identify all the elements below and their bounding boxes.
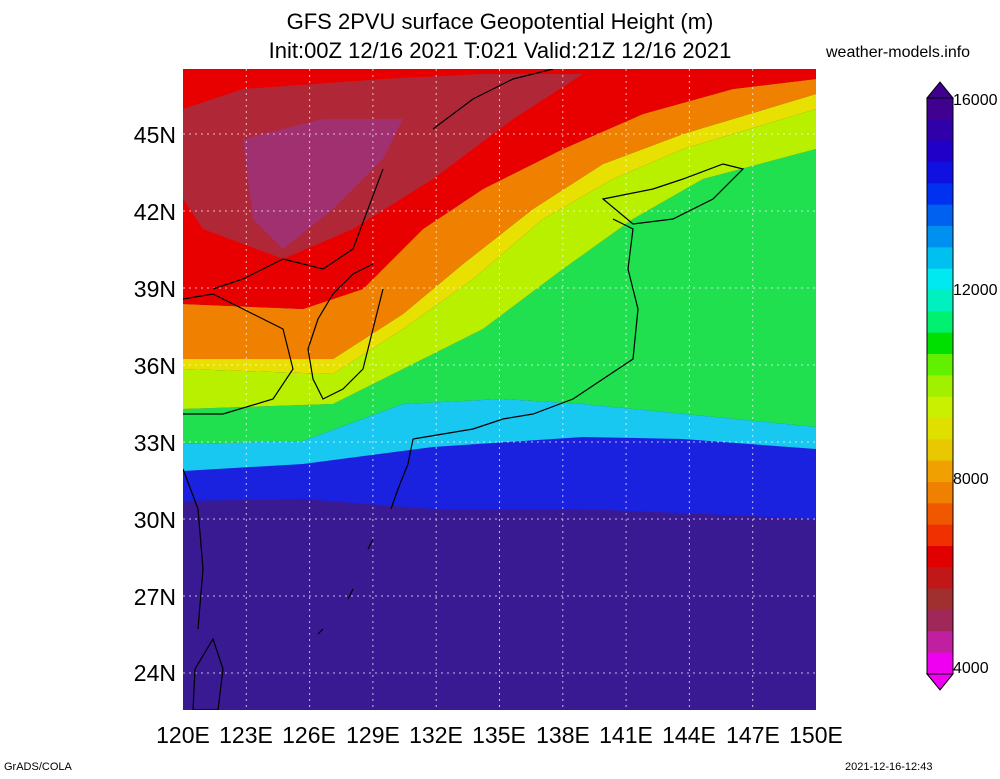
colorbar-band xyxy=(927,631,953,654)
coastlines xyxy=(183,69,745,710)
lat-label: 45N xyxy=(133,122,176,148)
colorbar-band xyxy=(927,439,953,462)
colorbar-band xyxy=(927,546,953,568)
colorbar-band xyxy=(927,311,953,334)
colorbar-band xyxy=(927,354,953,376)
colorbar-band xyxy=(927,482,953,504)
colorbar-band xyxy=(927,290,953,312)
colorbar-band xyxy=(927,119,953,142)
colorbar-label: 12000 xyxy=(953,282,998,299)
colorbar-band xyxy=(927,503,953,526)
colorbar-band xyxy=(927,460,953,483)
colorbar-band xyxy=(927,162,953,184)
lat-label: 30N xyxy=(133,507,176,533)
colorbar-band xyxy=(927,610,953,632)
colorbar-band xyxy=(927,332,953,355)
lon-label: 120E xyxy=(156,722,210,748)
colorbar-label: 8000 xyxy=(953,471,989,488)
lat-label: 39N xyxy=(133,276,176,302)
lat-label: 36N xyxy=(133,353,176,379)
field-yellowgreen xyxy=(183,109,816,409)
footer-timestamp: 2021-12-16-12:43 xyxy=(845,761,933,773)
lon-label: 144E xyxy=(662,722,716,748)
colorbar-band xyxy=(927,524,953,547)
lon-label: 132E xyxy=(409,722,463,748)
colorbar-label: 4000 xyxy=(953,660,989,677)
colorbar-band xyxy=(927,652,953,675)
lat-label: 42N xyxy=(133,199,176,225)
colorbar xyxy=(925,81,955,691)
field-magenta xyxy=(243,119,403,249)
colorbar-band xyxy=(927,247,953,270)
lon-label: 126E xyxy=(282,722,336,748)
lon-label: 138E xyxy=(536,722,590,748)
colorbar-band xyxy=(927,268,953,291)
source-watermark: weather-models.info xyxy=(826,44,971,61)
colorbar-band xyxy=(927,375,953,398)
lon-label: 147E xyxy=(726,722,780,748)
lat-label: 24N xyxy=(133,660,176,686)
colorbar-label: 16000 xyxy=(953,92,998,109)
footer-credit: GrADS/COLA xyxy=(4,761,72,773)
chart-title: GFS 2PVU surface Geopotential Height (m) xyxy=(286,9,714,34)
colorbar-band xyxy=(927,98,953,120)
lat-label: 33N xyxy=(133,430,176,456)
colorbar-band xyxy=(927,418,953,440)
lon-label: 135E xyxy=(472,722,526,748)
colorbar-band xyxy=(927,396,953,419)
lon-label: 123E xyxy=(219,722,273,748)
map-grid xyxy=(183,69,816,710)
chart-subtitle: Init:00Z 12/16 2021 T:021 Valid:21Z 12/1… xyxy=(268,38,732,63)
lon-label: 129E xyxy=(346,722,400,748)
colorbar-band xyxy=(927,588,953,611)
colorbar-band xyxy=(927,204,953,227)
lon-label: 141E xyxy=(599,722,653,748)
colorbar-band xyxy=(927,567,953,590)
colorbar-band xyxy=(927,183,953,206)
colorbar-band xyxy=(927,226,953,248)
map-plot xyxy=(183,69,816,710)
field-green xyxy=(183,149,816,444)
lon-label: 150E xyxy=(789,722,843,748)
lat-label: 27N xyxy=(133,584,176,610)
colorbar-band xyxy=(927,140,953,163)
field-yellow xyxy=(183,94,816,374)
